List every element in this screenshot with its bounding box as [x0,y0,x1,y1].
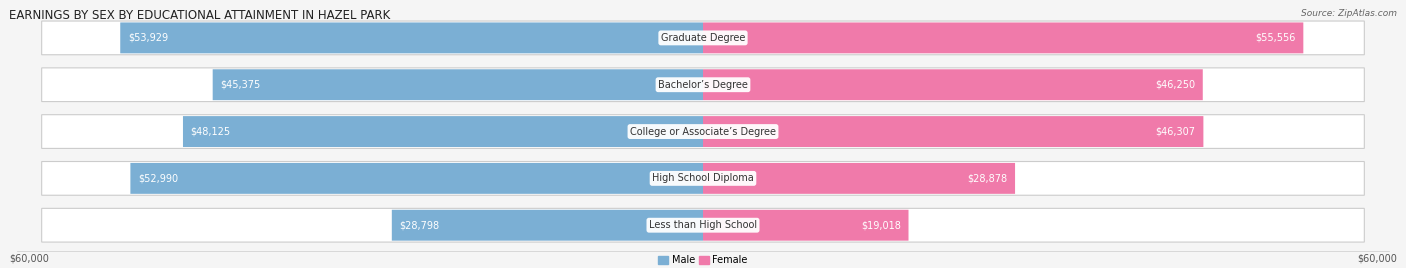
FancyBboxPatch shape [392,210,703,241]
Text: $45,375: $45,375 [221,80,260,90]
Text: $28,878: $28,878 [967,173,1007,183]
Text: $60,000: $60,000 [10,254,49,264]
FancyBboxPatch shape [42,115,1364,148]
FancyBboxPatch shape [703,69,1202,100]
FancyBboxPatch shape [42,162,1364,195]
Text: $19,018: $19,018 [860,220,901,230]
Text: Graduate Degree: Graduate Degree [661,33,745,43]
Text: $28,798: $28,798 [399,220,440,230]
FancyBboxPatch shape [703,116,1204,147]
FancyBboxPatch shape [42,208,1364,242]
FancyBboxPatch shape [703,23,1303,53]
FancyBboxPatch shape [703,210,908,241]
Text: $52,990: $52,990 [138,173,179,183]
Legend: Male, Female: Male, Female [658,255,748,265]
FancyBboxPatch shape [703,163,1015,194]
FancyBboxPatch shape [212,69,703,100]
Text: $46,250: $46,250 [1154,80,1195,90]
FancyBboxPatch shape [42,21,1364,55]
Text: Less than High School: Less than High School [650,220,756,230]
FancyBboxPatch shape [42,68,1364,102]
FancyBboxPatch shape [183,116,703,147]
Text: EARNINGS BY SEX BY EDUCATIONAL ATTAINMENT IN HAZEL PARK: EARNINGS BY SEX BY EDUCATIONAL ATTAINMEN… [10,9,391,22]
Text: $48,125: $48,125 [191,126,231,137]
Text: $46,307: $46,307 [1156,126,1195,137]
Text: High School Diploma: High School Diploma [652,173,754,183]
Text: $53,929: $53,929 [128,33,169,43]
FancyBboxPatch shape [121,23,703,53]
Text: $60,000: $60,000 [1357,254,1396,264]
Text: $55,556: $55,556 [1256,33,1295,43]
Text: Source: ZipAtlas.com: Source: ZipAtlas.com [1301,9,1396,18]
Text: College or Associate’s Degree: College or Associate’s Degree [630,126,776,137]
Text: Bachelor’s Degree: Bachelor’s Degree [658,80,748,90]
FancyBboxPatch shape [131,163,703,194]
